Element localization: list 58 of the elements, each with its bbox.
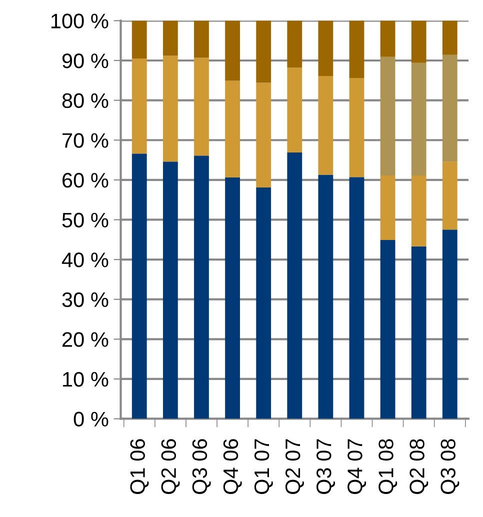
bar <box>380 240 396 419</box>
bar <box>162 162 178 419</box>
bar <box>225 20 240 81</box>
x-tick-label: Q3 08 <box>440 439 460 494</box>
bar <box>194 156 209 419</box>
bar <box>287 68 302 152</box>
y-tick-label: 20 % <box>62 332 108 347</box>
bar <box>349 78 364 178</box>
x-tick-label: Q1 06 <box>130 439 149 494</box>
bar <box>442 162 458 230</box>
bar <box>380 56 396 176</box>
y-tick-label: 50 % <box>62 212 108 228</box>
y-tick-label: 10 % <box>63 372 108 387</box>
bar <box>411 176 426 246</box>
bar <box>132 154 147 419</box>
y-tick-label: 90 % <box>62 53 108 68</box>
bar <box>380 176 396 240</box>
y-tick-label: 0 % <box>74 412 108 427</box>
x-tick-label: Q2 08 <box>410 439 428 494</box>
y-tick-label: 40 % <box>62 252 108 268</box>
bar <box>256 187 272 419</box>
x-tick-label: Q1 07 <box>254 439 273 494</box>
bar <box>162 20 178 56</box>
x-tick-label: Q3 06 <box>192 439 211 494</box>
bar <box>349 20 364 78</box>
bar <box>132 20 147 58</box>
x-tick-label: Q4 06 <box>223 439 242 494</box>
bar <box>380 20 396 57</box>
x-tick-label: Q2 06 <box>161 439 180 494</box>
y-tick-label: 60 % <box>62 172 108 188</box>
x-tick-label: Q3 07 <box>316 439 336 494</box>
bar <box>349 177 364 419</box>
bar <box>225 80 240 178</box>
bar <box>318 76 334 175</box>
bar <box>287 20 302 68</box>
bar <box>411 246 426 419</box>
y-tick-label: 30 % <box>62 292 108 308</box>
x-tick-label: Q1 08 <box>378 439 398 494</box>
y-tick-label: 80 % <box>62 93 108 108</box>
bar <box>225 178 240 419</box>
bar <box>411 20 426 63</box>
bar <box>442 230 458 419</box>
bar <box>411 62 426 176</box>
bar <box>162 56 178 162</box>
bar <box>132 58 147 154</box>
bar <box>442 54 458 162</box>
y-tick-label: 100 % <box>51 14 108 28</box>
bar <box>442 20 458 55</box>
bar <box>318 174 334 419</box>
y-tick-label: 70 % <box>62 133 108 148</box>
x-tick-label: Q2 07 <box>285 439 304 494</box>
bar <box>287 152 302 419</box>
bar <box>194 58 209 156</box>
bar <box>256 20 272 83</box>
x-tick-label: Q4 07 <box>348 439 366 494</box>
bar <box>256 82 272 188</box>
bar <box>318 20 334 76</box>
bar <box>194 20 209 58</box>
